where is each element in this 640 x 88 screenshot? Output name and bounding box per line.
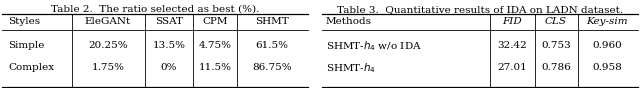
Text: Styles: Styles <box>8 18 40 26</box>
Text: 13.5%: 13.5% <box>152 42 186 51</box>
Text: 0.753: 0.753 <box>541 42 571 51</box>
Text: Key-sim: Key-sim <box>586 18 628 26</box>
Text: SHMT-$h_4$ w/o IDA: SHMT-$h_4$ w/o IDA <box>326 39 422 53</box>
Text: EleGANt: EleGANt <box>85 18 131 26</box>
Text: 86.75%: 86.75% <box>252 64 292 73</box>
Text: Table 3.  Quantitative results of IDA on LADN dataset.: Table 3. Quantitative results of IDA on … <box>337 5 623 14</box>
Text: 0.786: 0.786 <box>541 64 571 73</box>
Text: 61.5%: 61.5% <box>255 42 289 51</box>
Text: CLS: CLS <box>545 18 567 26</box>
Text: 27.01: 27.01 <box>497 64 527 73</box>
Text: 0%: 0% <box>161 64 177 73</box>
Text: SSAT: SSAT <box>155 18 183 26</box>
Text: Simple: Simple <box>8 42 44 51</box>
Text: 11.5%: 11.5% <box>198 64 232 73</box>
Text: Table 2.  The ratio selected as best (%).: Table 2. The ratio selected as best (%). <box>51 5 259 14</box>
Text: 32.42: 32.42 <box>497 42 527 51</box>
Text: 1.75%: 1.75% <box>92 64 125 73</box>
Text: 20.25%: 20.25% <box>88 42 128 51</box>
Text: Methods: Methods <box>326 18 372 26</box>
Text: SHMT-$h_4$: SHMT-$h_4$ <box>326 61 376 75</box>
Text: Complex: Complex <box>8 64 54 73</box>
Text: 0.960: 0.960 <box>592 42 622 51</box>
Text: 4.75%: 4.75% <box>198 42 232 51</box>
Text: 0.958: 0.958 <box>592 64 622 73</box>
Text: SHMT: SHMT <box>255 18 289 26</box>
Text: FID: FID <box>502 18 522 26</box>
Text: CPM: CPM <box>202 18 228 26</box>
